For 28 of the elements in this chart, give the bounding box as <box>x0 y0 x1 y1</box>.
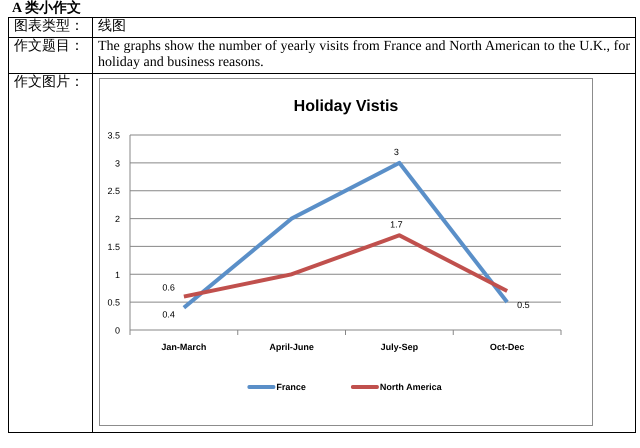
y-tick-label: 0.5 <box>107 297 120 308</box>
line-series <box>182 232 510 298</box>
y-tick-label: 2.5 <box>107 186 120 196</box>
text: A 类小作文 <box>12 1 81 17</box>
y-tick-label: 3 <box>114 158 120 168</box>
data-label: 0.6 <box>162 282 175 292</box>
x-tick-label: Oct-Dec <box>490 342 524 352</box>
y-tick-label: 0 <box>114 325 120 335</box>
y-tick-label: 2 <box>114 214 120 224</box>
data-label: 0.4 <box>162 309 175 320</box>
data-label: 3 <box>394 146 399 156</box>
y-tick-label: 1 <box>114 269 120 280</box>
legend-label: North America <box>380 382 443 392</box>
x-tick-label: July-Sep <box>380 342 419 352</box>
x-tick-label: April-June <box>269 342 314 352</box>
text: The graphs show the number of yearly visits from France and North American to the U.K., for holiday and business reasons. <box>92 37 636 73</box>
y-tick-label: 1.5 <box>107 241 120 252</box>
data-label: 1.7 <box>390 218 403 229</box>
x-tick-label: Jan-March <box>161 342 206 352</box>
legend-label: France <box>276 382 306 392</box>
data-label: 0.5 <box>517 300 530 310</box>
line-series <box>182 160 510 310</box>
y-tick-label: 3.5 <box>107 130 120 140</box>
text: 作文图片： <box>8 73 92 432</box>
chart-title: Holiday Vistis <box>294 98 398 114</box>
text: 图表类型： <box>8 18 92 37</box>
text: 作文题目： <box>8 37 92 73</box>
text: 线图 <box>92 18 636 37</box>
